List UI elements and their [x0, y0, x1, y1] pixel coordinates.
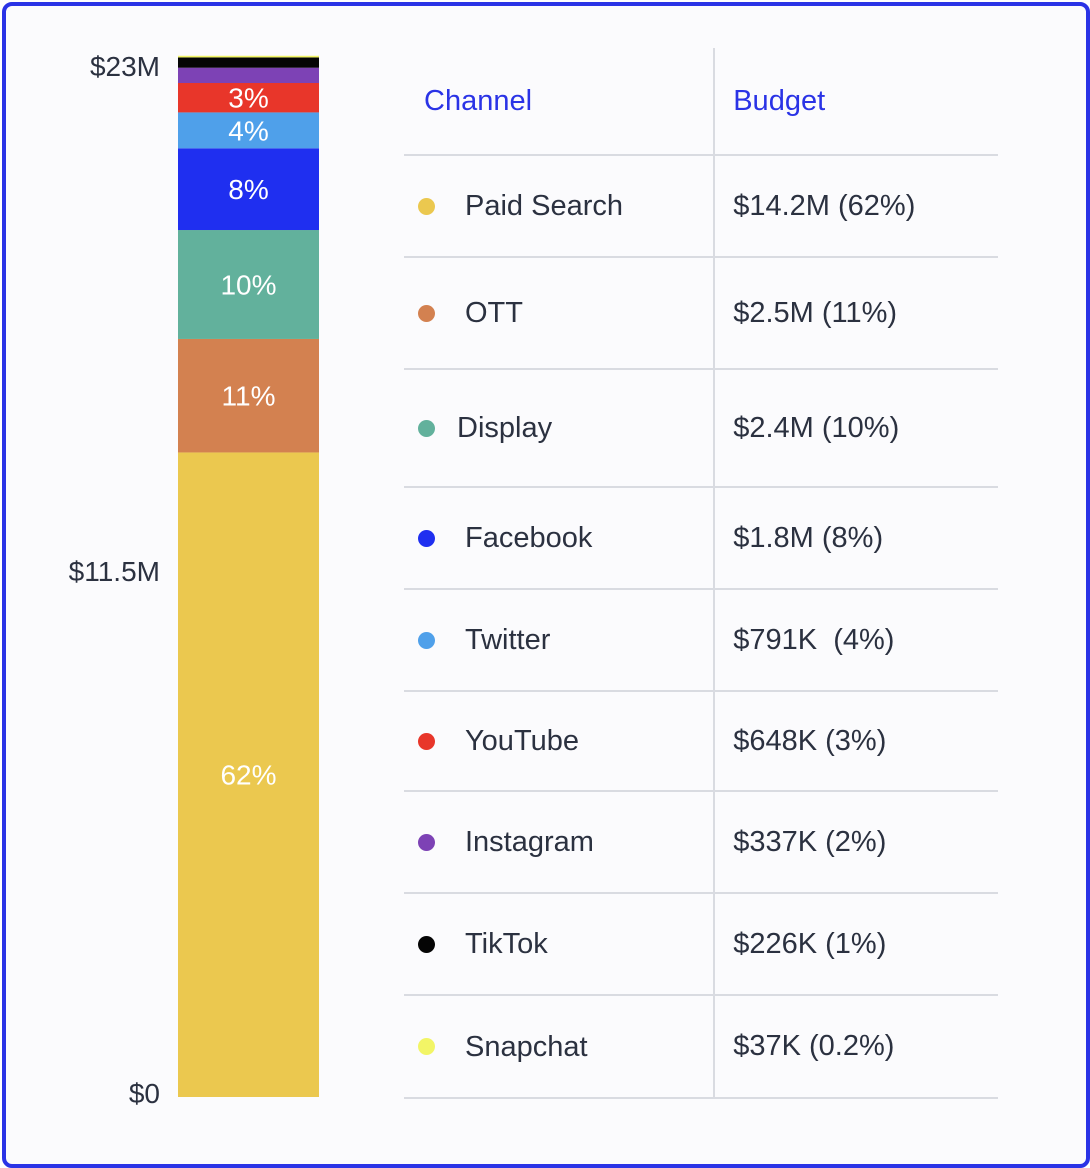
legend-dot-icon [418, 935, 435, 953]
legend-dot-icon [418, 529, 435, 547]
table-header-row: Channel Budget [404, 48, 998, 156]
channel-cell: OTT [404, 257, 715, 370]
table-row: Instagram $337K (2%) [404, 791, 998, 894]
segment-label-twitter: 4% [228, 115, 268, 146]
table-row: YouTube $648K (3%) [404, 691, 998, 792]
channel-cell: Instagram [404, 791, 715, 894]
channel-name: OTT [465, 296, 523, 329]
bar-segment-snapchat [178, 55, 319, 58]
channel-name: Facebook [465, 521, 593, 554]
bar-segment-youtube [178, 83, 319, 113]
bar-segment-ott [178, 338, 319, 453]
channel-cell: Snapchat [404, 995, 715, 1099]
legend-dot-icon [418, 631, 435, 649]
bar-segment-facebook [178, 148, 319, 231]
y-tick-zero: $0 [128, 1078, 160, 1109]
budget-cell: $37K (0.2%) [713, 995, 998, 1099]
segment-label-facebook: 8% [228, 174, 268, 205]
table-row: Snapchat $37K (0.2%) [404, 995, 998, 1099]
table-row: Twitter $791K (4%) [404, 589, 998, 692]
budget-cell: $14.2M (62%) [713, 155, 998, 258]
bar-segment-instagram [178, 67, 319, 84]
bar-segment-display [178, 230, 319, 339]
table-row: OTT $2.5M (11%) [404, 257, 998, 370]
bar-segment-paid-search [178, 452, 319, 1097]
channel-name: TikTok [465, 927, 548, 960]
channel-cell: TikTok [404, 893, 715, 996]
legend-dot-icon [418, 197, 435, 215]
channel-cell: Paid Search [404, 155, 715, 258]
channel-cell: Facebook [404, 487, 715, 590]
channel-header: Channel [404, 48, 715, 156]
table-row: Display $2.4M (10%) [404, 369, 998, 488]
segment-label-paid-search: 62% [220, 760, 276, 791]
segment-label-youtube: 3% [228, 83, 268, 114]
budget-header: Budget [713, 48, 998, 156]
budget-cell: $226K (1%) [713, 893, 998, 996]
channel-name: Paid Search [465, 189, 623, 222]
channel-cell: Display [404, 369, 715, 488]
bar-segment-tiktok [178, 57, 319, 68]
channel-name: Instagram [465, 825, 594, 858]
segment-label-display: 10% [220, 269, 276, 300]
y-tick-max: $23M [89, 51, 160, 82]
channel-name: Twitter [465, 623, 551, 656]
legend-dot-icon [418, 1038, 435, 1056]
budget-cell: $791K (4%) [713, 589, 998, 692]
budget-cell: $1.8M (8%) [713, 487, 998, 590]
budget-cell: $648K (3%) [713, 691, 998, 792]
legend-dot-icon [418, 833, 435, 851]
table-row: Paid Search $14.2M (62%) [404, 155, 998, 258]
budget-table: Channel Budget Paid Search $14.2M (62%) OT… [404, 48, 998, 1099]
bar-segment-twitter [178, 112, 319, 149]
y-tick-mid: $11.5M [68, 556, 160, 587]
channel-cell: YouTube [404, 691, 715, 792]
table-row: Facebook $1.8M (8%) [404, 487, 998, 590]
budget-cell: $2.4M (10%) [713, 369, 998, 488]
stacked-bar: 62% 11% 10% 8% 4%3% [178, 55, 319, 1097]
segment-label-ott: 11% [222, 381, 276, 412]
budget-cell: $337K (2%) [713, 791, 998, 894]
legend-dot-icon [418, 419, 435, 437]
legend-dot-icon [418, 304, 435, 322]
budget-cell: $2.5M (11%) [713, 257, 998, 370]
channel-name: YouTube [465, 724, 579, 757]
legend-dot-icon [418, 732, 435, 750]
table-row: TikTok $226K (1%) [404, 893, 998, 996]
channel-cell: Twitter [404, 589, 715, 692]
channel-name: Snapchat [465, 1030, 588, 1063]
channel-name: Display [457, 411, 553, 444]
